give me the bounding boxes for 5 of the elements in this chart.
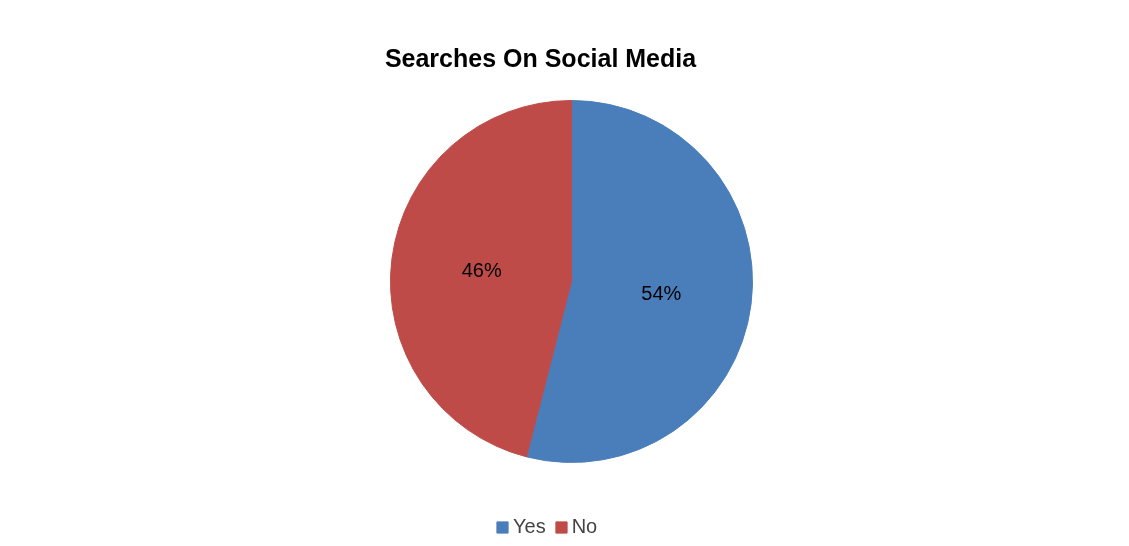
legend-label: No	[571, 515, 598, 538]
legend-label: Yes	[513, 515, 546, 538]
data-label: 46%	[461, 259, 502, 282]
chart-title: Searches On Social Media	[384, 43, 698, 72]
data-label: 54%	[641, 281, 682, 304]
